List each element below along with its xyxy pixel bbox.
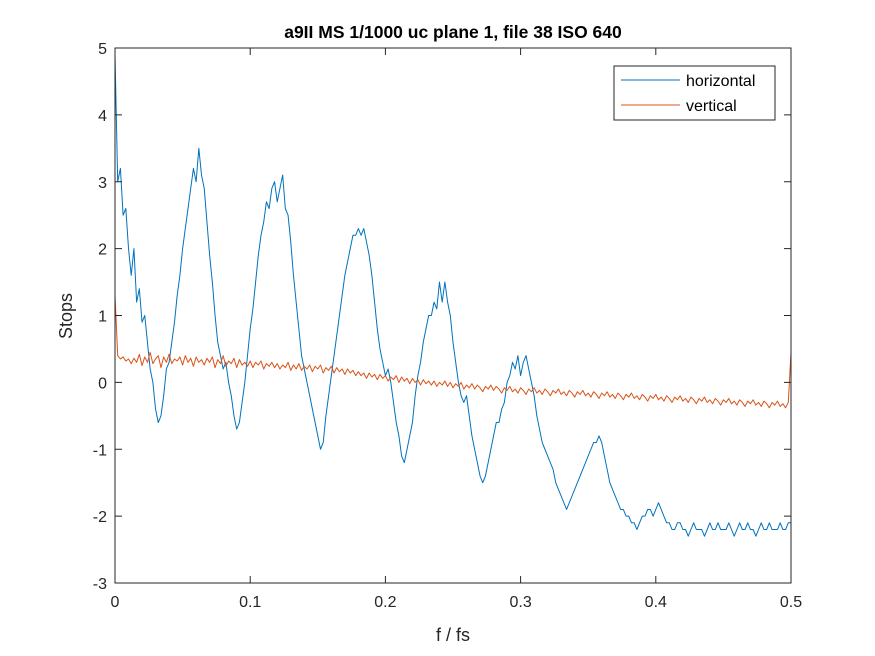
series-line-vertical: [114, 295, 792, 409]
legend: horizontal vertical: [613, 65, 776, 121]
y-tick-label: -2: [93, 509, 107, 526]
legend-label-horizontal: horizontal: [686, 73, 755, 90]
x-axis-label: f / fs: [436, 625, 470, 645]
y-tick-label: 3: [98, 175, 107, 192]
x-tick-label: 0: [111, 594, 120, 611]
y-tick-label: 2: [98, 242, 107, 259]
x-tick-label: 0.1: [239, 594, 261, 611]
chart-title: a9II MS 1/1000 uc plane 1, file 38 ISO 6…: [284, 22, 622, 42]
y-tick-label: 0: [98, 375, 107, 392]
y-tick-label: 4: [98, 108, 107, 125]
x-tick-label: 0.3: [509, 594, 531, 611]
y-tick-label: 5: [98, 41, 107, 58]
x-tick-label: 0.2: [374, 594, 396, 611]
legend-box: [613, 65, 776, 121]
x-tick-label: 0.5: [780, 594, 802, 611]
x-tick-label: 0.4: [645, 594, 667, 611]
y-tick-label: 1: [98, 309, 107, 326]
y-tick-label: -1: [93, 442, 107, 459]
plot-area: 0 0.1 0.2 0.3 0.4 0.5 -3 -2 -1 0 1 2 3 4 5: [93, 41, 802, 611]
axes-background: [115, 48, 791, 583]
y-tick-label: -3: [93, 576, 107, 593]
ticks-layer: 0 0.1 0.2 0.3 0.4 0.5 -3 -2 -1 0 1 2 3 4 5: [93, 41, 802, 611]
legend-label-vertical: vertical: [686, 98, 737, 115]
y-axis-label: Stops: [56, 293, 76, 339]
series-line-horizontal: [114, 54, 791, 537]
series-layer: [114, 54, 792, 537]
